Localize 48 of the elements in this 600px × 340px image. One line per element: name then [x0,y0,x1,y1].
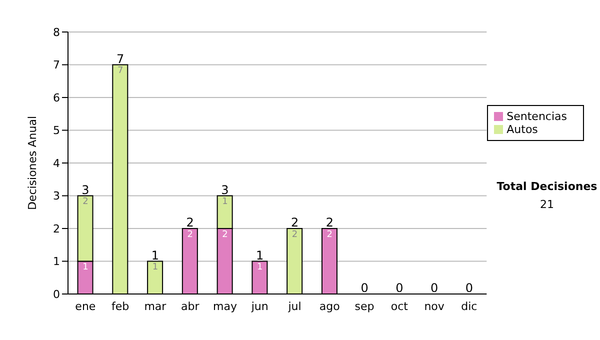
y-axis-title: Decisiones Anual [26,116,39,210]
data-label: 2 [292,230,298,240]
total-label: 1 [256,248,264,262]
x-tick-label: ene [75,300,96,313]
x-tick-label: mar [144,300,167,313]
x-tick-label: may [213,300,238,313]
y-tick-label: 0 [53,288,60,301]
data-label: 2 [187,230,193,240]
total-label: 2 [290,216,299,230]
data-label: 1 [257,262,263,273]
total-label: 0 [396,281,404,295]
y-tick-label: 5 [53,124,60,138]
x-tick-label: feb [112,300,130,313]
text: 21 [539,198,555,211]
y-tick-label: 7 [53,58,60,72]
text: Total Decisiones [496,180,598,193]
total-label: 7 [116,52,124,66]
legend-label: Sentencias [506,110,567,123]
y-tick-label: 4 [53,156,60,170]
total-label: 0 [360,281,368,295]
data-label: 2 [82,197,88,208]
y-tick-label: 2 [53,222,60,236]
y-tick-label: 1 [53,255,60,268]
x-tick-label: dic [461,300,478,313]
data-label: 2 [326,230,333,240]
legend-label: Autos [506,123,538,136]
total-label: 2 [186,216,194,230]
total-label: 3 [82,182,90,197]
total-label: 1 [151,248,160,262]
y-tick-label: 8 [53,26,60,39]
total-label: 0 [465,281,474,295]
x-tick-label: jun [250,300,268,313]
x-tick-label: jul [287,300,302,313]
x-tick-label: ago [319,300,340,313]
data-label: 7 [117,66,124,76]
total-label: 3 [221,182,229,197]
x-tick-label: abr [180,300,200,313]
data-label: 1 [152,262,158,273]
total-label: 0 [430,281,438,295]
x-tick-label: nov [424,300,445,313]
data-label: 2 [222,230,228,240]
total-label: 2 [326,216,334,230]
data-label: 1 [82,262,88,273]
data-label: 1 [222,197,228,208]
x-tick-label: oct [390,300,409,313]
y-tick-label: 6 [53,91,60,104]
y-tick-label: 3 [53,190,60,203]
x-tick-label: sep [354,300,374,313]
